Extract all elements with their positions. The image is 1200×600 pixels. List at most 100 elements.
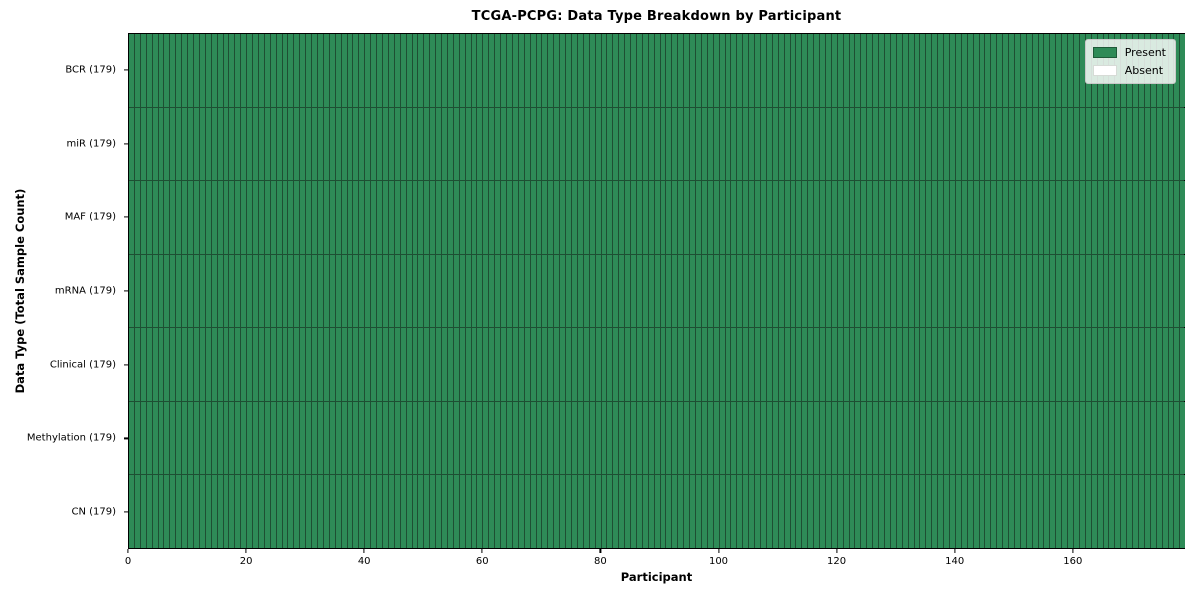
heatmap-cell — [713, 401, 720, 475]
heatmap-cell — [359, 475, 366, 549]
heatmap-cell — [1174, 401, 1181, 475]
heatmap-cell — [601, 34, 608, 107]
heatmap-cell — [164, 254, 171, 328]
heatmap-cell — [335, 475, 342, 549]
heatmap-cell — [501, 328, 507, 401]
heatmap-cell — [855, 107, 862, 181]
heatmap-cell — [518, 401, 525, 475]
heatmap-cell — [861, 401, 868, 475]
heatmap-cell — [701, 401, 708, 475]
heatmap-cell — [577, 34, 584, 107]
heatmap-cell — [914, 254, 921, 328]
heatmap-cell — [1180, 107, 1186, 181]
heatmap-cell — [548, 107, 555, 181]
heatmap-cell — [542, 254, 549, 328]
heatmap-cell — [743, 34, 750, 107]
heatmap-cell — [843, 34, 850, 107]
heatmap-cell — [961, 401, 968, 475]
heatmap-cell — [772, 181, 779, 254]
heatmap-cell — [158, 401, 165, 475]
heatmap-cell — [483, 107, 490, 181]
heatmap-cell — [471, 107, 478, 181]
heatmap-cell — [217, 181, 224, 254]
heatmap-cell — [388, 328, 395, 401]
heatmap-cell — [684, 328, 691, 401]
heatmap-cell — [253, 401, 259, 475]
heatmap-cell — [766, 475, 773, 549]
heatmap-cell — [412, 254, 419, 328]
heatmap-cell — [766, 181, 773, 254]
heatmap-cell — [725, 181, 732, 254]
heatmap-cell — [134, 107, 141, 181]
heatmap-cell — [619, 475, 626, 549]
heatmap-cell — [288, 401, 295, 475]
heatmap-cell — [1079, 181, 1086, 254]
heatmap-cell — [193, 475, 200, 549]
heatmap-cell — [961, 254, 968, 328]
heatmap-cell — [235, 254, 242, 328]
heatmap-cell — [442, 401, 448, 475]
heatmap-cell — [158, 34, 165, 107]
heatmap-cell — [512, 328, 519, 401]
heatmap-cell — [1056, 401, 1063, 475]
heatmap-cell — [814, 181, 821, 254]
heatmap-cell — [666, 107, 673, 181]
heatmap-cell — [483, 181, 490, 254]
heatmap-cell — [636, 401, 643, 475]
heatmap-cell — [737, 107, 744, 181]
heatmap-cell — [1085, 328, 1092, 401]
heatmap-cell — [400, 328, 407, 401]
heatmap-cell — [944, 34, 950, 107]
heatmap-cell — [140, 328, 147, 401]
heatmap-cell — [973, 475, 980, 549]
heatmap-cell — [1026, 401, 1033, 475]
heatmap-cell — [247, 34, 254, 107]
heatmap-cell — [507, 328, 513, 401]
heatmap-cell — [1127, 475, 1134, 549]
heatmap-cell — [554, 181, 561, 254]
heatmap-cell — [932, 181, 939, 254]
heatmap-cell — [134, 254, 141, 328]
heatmap-cell — [459, 254, 466, 328]
heatmap-cell — [152, 254, 159, 328]
heatmap-cell — [636, 254, 643, 328]
heatmap-cell — [146, 254, 153, 328]
heatmap-cell — [855, 254, 862, 328]
heatmap-cell — [465, 34, 472, 107]
heatmap-cell — [1003, 401, 1010, 475]
heatmap-cell — [264, 401, 271, 475]
heatmap-cell — [1009, 401, 1015, 475]
heatmap-cell — [896, 181, 903, 254]
heatmap-cell — [719, 328, 726, 401]
heatmap-cell — [944, 401, 950, 475]
heatmap-cell — [908, 181, 915, 254]
heatmap-cell — [294, 34, 301, 107]
heatmap-cell — [743, 475, 750, 549]
heatmap-cell — [1020, 401, 1027, 475]
heatmap-cell — [211, 328, 218, 401]
heatmap-cell — [713, 181, 720, 254]
heatmap-cell — [967, 254, 974, 328]
heatmap-cell — [831, 328, 838, 401]
heatmap-cell — [648, 254, 655, 328]
heatmap-cell — [784, 107, 791, 181]
heatmap-cell — [1056, 34, 1063, 107]
heatmap-cell — [1026, 328, 1033, 401]
heatmap-cell — [766, 107, 773, 181]
heatmap-cell — [170, 34, 177, 107]
heatmap-cell — [1144, 401, 1151, 475]
heatmap-cell — [1062, 34, 1069, 107]
heatmap-cell — [294, 107, 301, 181]
heatmap-cell — [477, 328, 484, 401]
heatmap-cell — [825, 34, 832, 107]
heatmap-cell — [684, 34, 691, 107]
heatmap-cell — [932, 401, 939, 475]
heatmap-cell — [152, 107, 159, 181]
heatmap-cell — [571, 34, 578, 107]
heatmap-cell — [707, 328, 714, 401]
heatmap-cell — [837, 401, 844, 475]
heatmap-cell — [1026, 34, 1033, 107]
heatmap-cell — [991, 254, 998, 328]
heatmap-cell — [465, 254, 472, 328]
heatmap-cell — [1038, 181, 1045, 254]
